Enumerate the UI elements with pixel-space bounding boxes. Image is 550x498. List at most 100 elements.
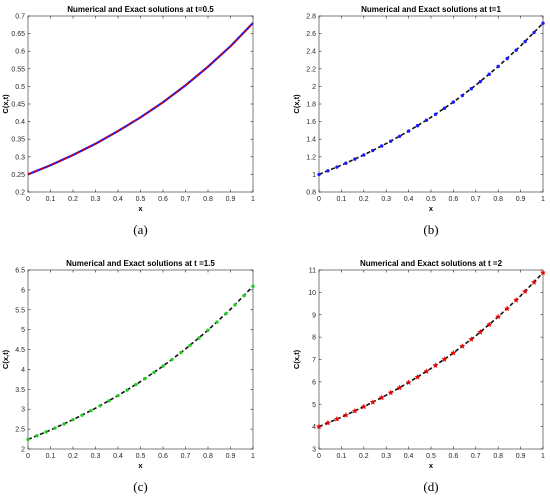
- data-point: [505, 56, 509, 61]
- plot-frame: [27, 269, 254, 450]
- chart-title: Numerical and Exact solutions at t =2: [360, 259, 503, 268]
- data-point: [487, 72, 491, 76]
- subfigure-caption: (b): [423, 222, 438, 237]
- data-point-star: [333, 415, 340, 422]
- x-tick-label: 0.2: [359, 196, 369, 203]
- x-tick-label: 0.3: [91, 453, 101, 460]
- x-tick-label: 0.3: [91, 196, 101, 203]
- data-point: [478, 79, 482, 84]
- data-point: [179, 350, 183, 355]
- y-tick-label: 11: [309, 268, 316, 275]
- y-tick-label: 2: [312, 84, 316, 91]
- data-point-star: [351, 407, 358, 414]
- data-point-star: [369, 399, 376, 405]
- x-tick-label: 0.4: [404, 196, 414, 203]
- y-tick-label: 1: [312, 172, 316, 179]
- y-tick-label: 4.5: [15, 347, 25, 354]
- y-axis-label: C(x,t): [292, 94, 301, 114]
- data-point: [143, 376, 147, 381]
- data-point: [35, 434, 39, 438]
- data-point: [98, 404, 102, 408]
- x-tick-label: 0.6: [449, 453, 459, 460]
- data-point: [89, 408, 93, 413]
- data-point: [62, 422, 66, 426]
- x-tick-label: 0.4: [404, 453, 414, 460]
- y-tick-label: 2.5: [15, 427, 25, 434]
- y-tick-label: 2: [21, 447, 25, 454]
- data-point: [469, 86, 474, 91]
- data-point-star: [423, 368, 430, 375]
- data-point: [514, 48, 518, 52]
- x-tick-label: 0.1: [337, 453, 347, 460]
- x-tick-label: 0.1: [337, 196, 347, 203]
- data-point: [496, 64, 500, 69]
- x-tick-label: 0: [26, 196, 30, 203]
- data-point-star: [477, 328, 484, 335]
- y-axis-label: C(x,t): [292, 349, 301, 369]
- data-point: [532, 30, 536, 35]
- data-point-star: [522, 288, 529, 295]
- data-point: [442, 106, 447, 111]
- data-point-star: [450, 349, 457, 356]
- data-point-star: [486, 321, 493, 328]
- y-tick-label: 3.5: [15, 387, 25, 394]
- x-axis-label: x: [429, 461, 434, 470]
- x-tick-label: 0.9: [516, 453, 526, 460]
- data-point: [371, 148, 375, 153]
- x-tick-label: 0.6: [449, 196, 459, 203]
- y-tick-label: 1.8: [306, 102, 316, 109]
- data-point: [107, 399, 111, 403]
- y-tick-label: 8: [312, 335, 316, 342]
- data-point-star: [396, 384, 403, 391]
- y-tick-label: 5: [312, 402, 316, 409]
- x-tick-label: 0: [26, 453, 30, 460]
- y-tick-label: 4: [312, 424, 316, 431]
- y-tick-label: 0.4: [15, 119, 25, 126]
- y-tick-label: 2.6: [306, 31, 316, 38]
- x-tick-label: 0.1: [46, 453, 56, 460]
- chart-panel-3: Numerical and Exact solutions at t =1.5 0…: [1, 259, 255, 494]
- data-point: [233, 303, 237, 307]
- data-point: [460, 93, 465, 98]
- y-tick-label: 2.8: [306, 14, 316, 21]
- chart-panel-4: Numerical and Exact solutions at t =2 0 0.…: [292, 259, 547, 494]
- y-tick-label: 4: [21, 367, 25, 374]
- y-tick-label: 0.45: [11, 102, 25, 109]
- y-tick-label: 6: [21, 287, 25, 294]
- data-point: [71, 417, 75, 422]
- data-point-star: [432, 362, 439, 369]
- y-tick-label: 0.55: [11, 66, 25, 73]
- chart-title: Numerical and Exact solutions at t =1.5: [66, 259, 215, 268]
- x-tick-label: 0.8: [493, 453, 503, 460]
- x-tick-label: 0: [317, 196, 321, 203]
- data-point: [152, 370, 156, 375]
- chart-title: Numerical and Exact solutions at t=1: [361, 5, 501, 14]
- y-tick-label: 1.2: [306, 154, 316, 161]
- x-tick-label: 0.5: [426, 453, 436, 460]
- x-tick-label: 1: [541, 453, 545, 460]
- data-point: [170, 357, 174, 362]
- data-point: [397, 134, 402, 138]
- data-point: [335, 165, 339, 169]
- x-tick-label: 0.9: [226, 196, 236, 203]
- x-axis-label: x: [138, 204, 143, 213]
- y-tick-label: 0.25: [11, 172, 25, 179]
- x-tick-label: 0.2: [68, 196, 78, 203]
- x-tick-label: 0.3: [381, 453, 391, 460]
- y-tick-label: 1.4: [306, 137, 316, 144]
- data-point-star: [468, 336, 475, 342]
- y-axis-label: C(x,t): [1, 349, 10, 369]
- data-point: [26, 437, 30, 442]
- data-point: [242, 293, 246, 298]
- data-point-star: [414, 373, 421, 380]
- x-tick-label: 0.5: [426, 196, 436, 203]
- x-tick-label: 0: [317, 453, 321, 460]
- data-point-star: [530, 279, 538, 285]
- x-tick-label: 0.8: [203, 453, 213, 460]
- y-tick-label: 1.6: [306, 119, 316, 126]
- series-line-1: [27, 285, 254, 441]
- data-point: [433, 112, 438, 117]
- data-point: [380, 144, 384, 148]
- y-tick-label: 0.8: [306, 190, 316, 197]
